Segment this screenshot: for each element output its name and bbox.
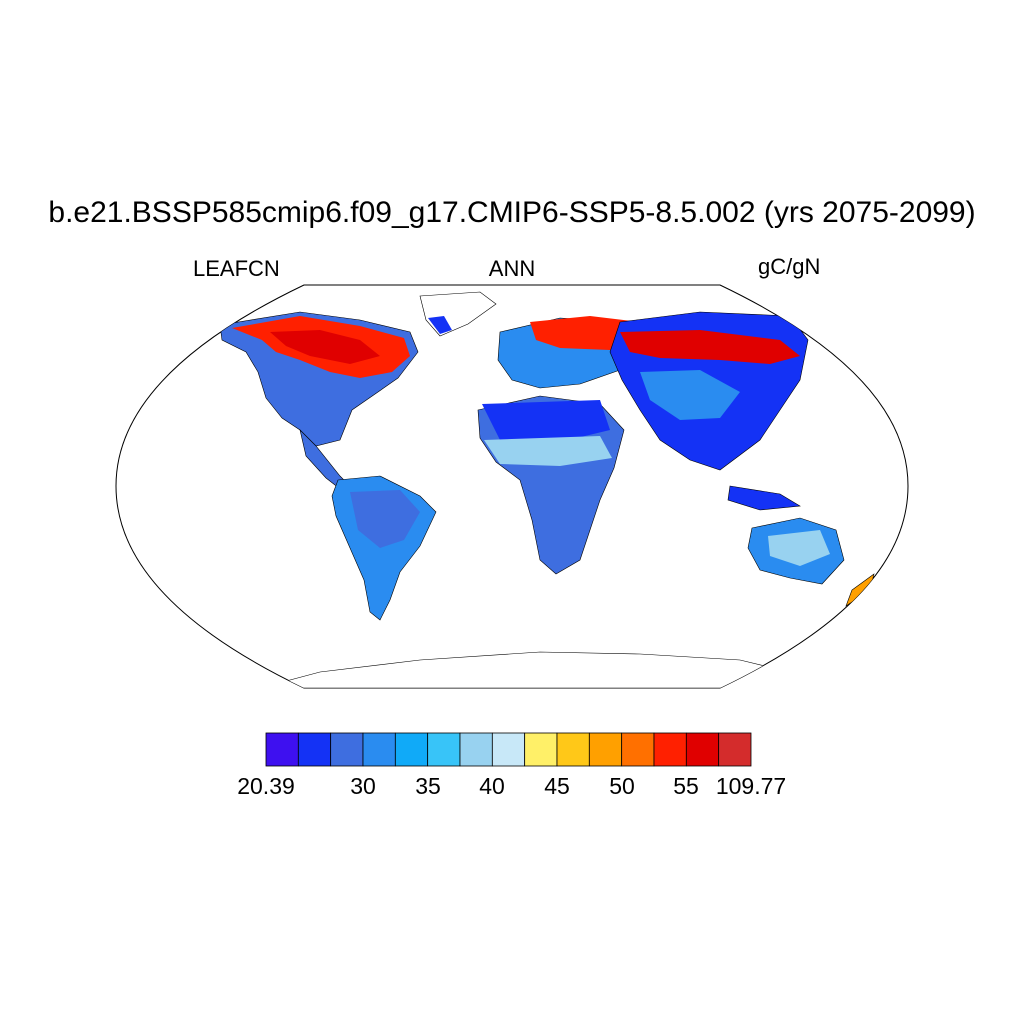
colorbar-tick-label-3: 40 — [479, 773, 505, 799]
colorbar-tick-label-2: 35 — [415, 773, 441, 799]
colorbar-swatch-3 — [362, 732, 396, 767]
colorbar-swatch-11 — [621, 732, 655, 767]
colorbar-tick-label-4: 45 — [544, 773, 570, 799]
colorbar-swatch-2 — [330, 732, 364, 767]
colorbar-swatch-6 — [459, 732, 493, 767]
australia-interior — [768, 530, 830, 566]
north-america-boreal-core — [270, 330, 380, 364]
colorbar-swatch-7 — [491, 732, 526, 767]
colorbar-tick-label-1: 30 — [350, 773, 376, 799]
colorbar-swatch-1 — [297, 732, 332, 767]
colorbar-swatch-0 — [265, 732, 299, 767]
colorbar-swatch-5 — [427, 732, 461, 767]
land-field — [219, 291, 875, 688]
colorbar-tick-label-0: 20.39 — [237, 773, 295, 799]
asia-boreal-band — [620, 330, 800, 364]
colorbar-swatch-12 — [653, 732, 687, 767]
indonesia-islands — [727, 485, 801, 511]
asia-central — [640, 370, 740, 420]
colorbar-swatch-13 — [685, 732, 720, 767]
colorbar-swatch-9 — [556, 732, 590, 767]
units-label: gC/gN — [758, 254, 821, 279]
south-america-interior — [350, 490, 420, 548]
figure-title: b.e21.BSSP585cmip6.f09_g17.CMIP6-SSP5-8.… — [48, 196, 976, 229]
africa-sahel — [484, 436, 612, 466]
colorbar-swatch-14 — [718, 732, 752, 767]
colorbar-swatch-8 — [524, 732, 558, 767]
variable-label: LEAFCN — [193, 256, 280, 281]
greenland-coast — [428, 316, 452, 334]
colorbar-swatch-10 — [588, 732, 623, 767]
season-label: ANN — [488, 256, 536, 281]
colorbar-tick-label-7: 109.77 — [715, 773, 787, 799]
colorbar-tick-label-5: 50 — [609, 773, 635, 799]
colorbar-tick-label-6: 55 — [673, 773, 699, 799]
colorbar-swatch-4 — [394, 732, 429, 767]
africa-sahara — [482, 400, 610, 442]
